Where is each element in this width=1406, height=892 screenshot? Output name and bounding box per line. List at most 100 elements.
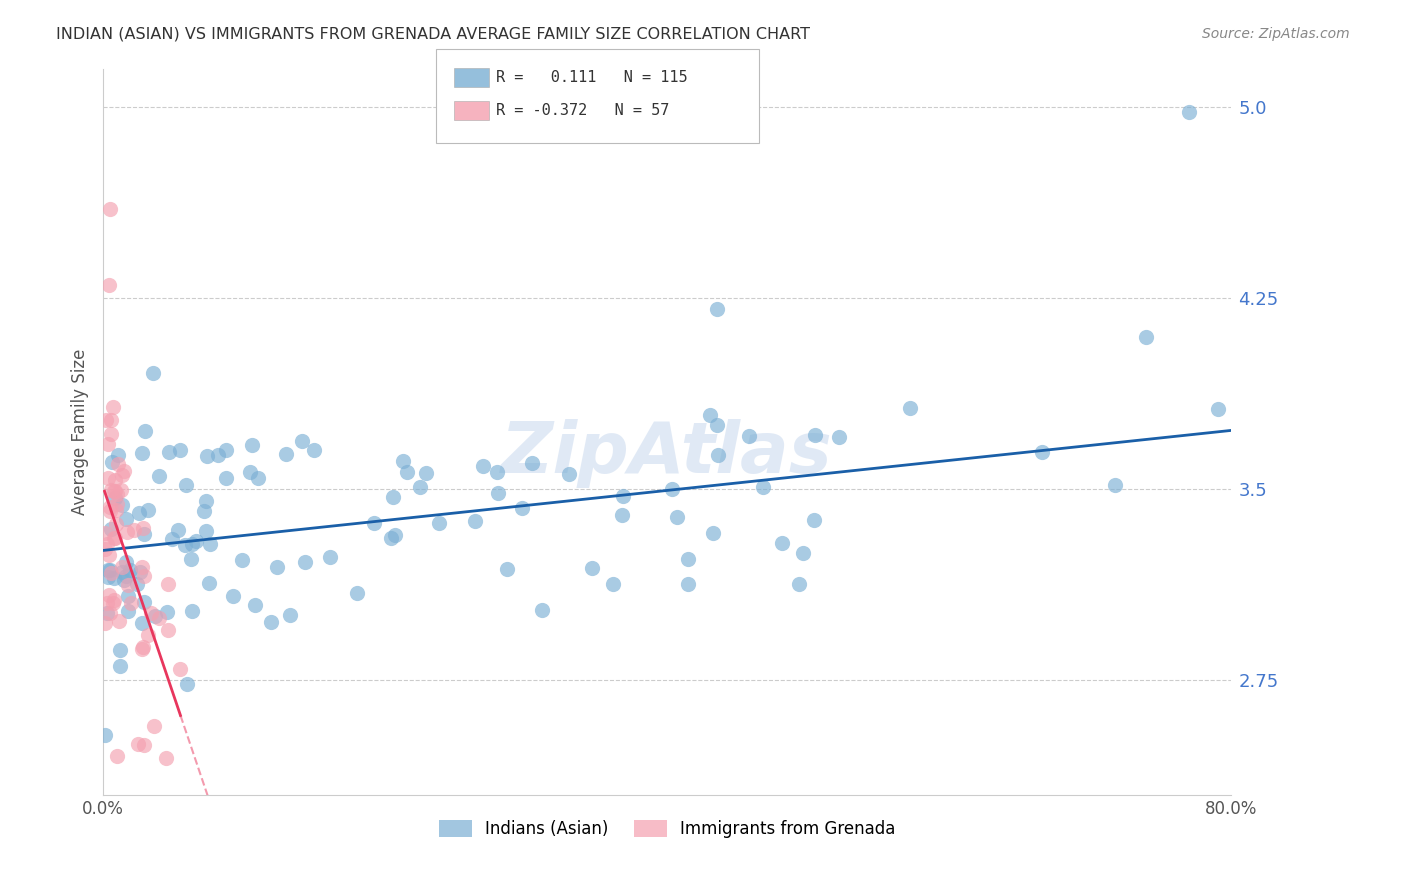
Point <box>132 521 155 535</box>
Point <box>104 491 127 506</box>
Point <box>787 577 810 591</box>
Point <box>105 487 128 501</box>
Point <box>392 454 415 468</box>
Point <box>131 615 153 630</box>
Point <box>94 728 117 742</box>
Point <box>105 517 128 532</box>
Point <box>156 576 179 591</box>
Point <box>155 751 177 765</box>
Point <box>107 458 129 472</box>
Point <box>751 480 773 494</box>
Text: R =   0.111   N = 115: R = 0.111 N = 115 <box>496 70 688 85</box>
Point <box>100 566 122 580</box>
Point <box>665 510 688 524</box>
Text: ZipAtlas: ZipAtlas <box>502 419 834 488</box>
Text: Source: ZipAtlas.com: Source: ZipAtlas.com <box>1202 27 1350 41</box>
Point <box>117 578 139 592</box>
Point <box>115 568 138 582</box>
Point <box>194 493 217 508</box>
Point <box>1031 445 1053 459</box>
Point <box>770 536 793 550</box>
Point <box>472 458 495 473</box>
Point <box>207 448 229 462</box>
Point <box>363 516 385 530</box>
Point <box>132 569 155 583</box>
Point <box>110 483 132 497</box>
Point <box>180 551 202 566</box>
Point <box>1206 401 1229 416</box>
Point <box>98 563 121 577</box>
Point <box>240 438 263 452</box>
Point <box>612 508 634 523</box>
Y-axis label: Average Family Size: Average Family Size <box>72 349 89 515</box>
Point <box>294 555 316 569</box>
Point <box>266 559 288 574</box>
Point <box>702 525 724 540</box>
Point <box>97 278 120 293</box>
Point <box>495 562 517 576</box>
Point <box>96 596 118 610</box>
Point <box>176 677 198 691</box>
Point <box>381 490 404 504</box>
Point <box>112 573 135 587</box>
Point <box>104 531 127 545</box>
Point <box>195 449 218 463</box>
Point <box>120 563 142 577</box>
Point <box>174 478 197 492</box>
Point <box>122 523 145 537</box>
Point <box>115 555 138 569</box>
Point <box>581 561 603 575</box>
Point <box>117 604 139 618</box>
Point <box>132 527 155 541</box>
Point <box>127 737 149 751</box>
Point <box>181 537 204 551</box>
Point <box>103 400 125 414</box>
Point <box>103 571 125 585</box>
Point <box>278 607 301 622</box>
Point <box>215 443 238 458</box>
Point <box>699 408 721 422</box>
Point <box>104 503 127 517</box>
Point <box>612 489 634 503</box>
Text: INDIAN (ASIAN) VS IMMIGRANTS FROM GRENADA AVERAGE FAMILY SIZE CORRELATION CHART: INDIAN (ASIAN) VS IMMIGRANTS FROM GRENAD… <box>56 27 810 42</box>
Point <box>676 552 699 566</box>
Point <box>96 471 118 485</box>
Point <box>1135 330 1157 344</box>
Point <box>117 589 139 603</box>
Point <box>184 534 207 549</box>
Point <box>198 537 221 551</box>
Point <box>100 427 122 442</box>
Text: R = -0.372   N = 57: R = -0.372 N = 57 <box>496 103 669 118</box>
Point <box>98 202 121 216</box>
Point <box>706 417 728 432</box>
Point <box>98 504 121 518</box>
Point <box>380 531 402 545</box>
Point <box>160 533 183 547</box>
Point <box>112 464 135 478</box>
Point <box>245 598 267 612</box>
Point <box>142 367 165 381</box>
Point <box>139 606 162 620</box>
Point <box>108 659 131 673</box>
Point <box>100 483 122 497</box>
Point <box>510 501 533 516</box>
Point <box>319 550 342 565</box>
Point <box>156 623 179 637</box>
Point <box>111 565 134 579</box>
Point <box>105 749 128 764</box>
Point <box>706 301 728 316</box>
Point <box>138 627 160 641</box>
Point <box>274 447 297 461</box>
Point <box>97 563 120 577</box>
Point <box>97 437 120 451</box>
Point <box>415 466 437 480</box>
Point <box>111 560 134 574</box>
Point <box>1178 104 1201 119</box>
Point <box>131 641 153 656</box>
Point <box>104 473 127 487</box>
Point <box>302 442 325 457</box>
Point <box>120 596 142 610</box>
Point <box>195 524 218 539</box>
Point <box>486 486 509 500</box>
Point <box>132 738 155 752</box>
